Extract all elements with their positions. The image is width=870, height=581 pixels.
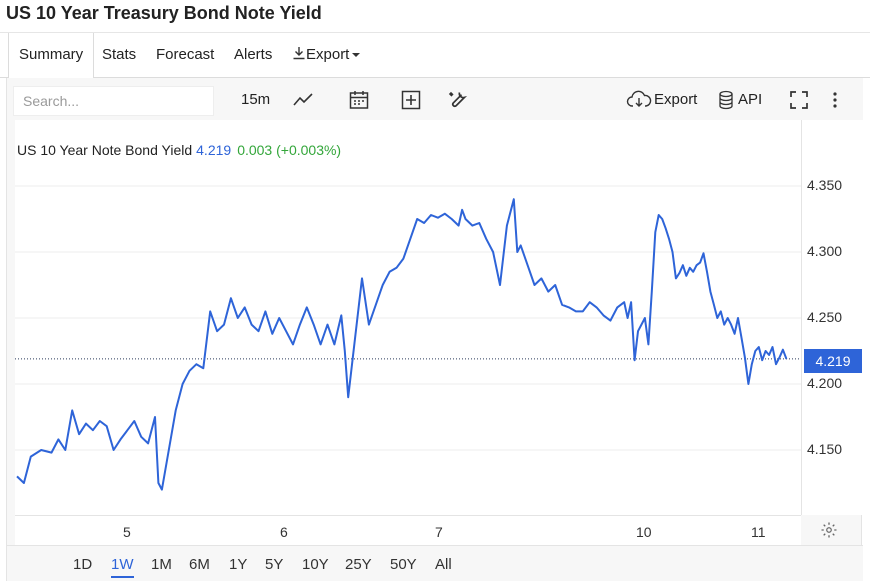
tab-label: Export [306,46,350,63]
calendar-icon[interactable] [347,88,371,112]
legend-series-name: US 10 Year Note Bond Yield [17,142,193,158]
x-tick-label: 10 [636,524,652,540]
range-button-25y[interactable]: 25Y [345,556,372,573]
add-indicator-icon[interactable] [399,88,423,112]
series-line [16,198,788,491]
download-icon [293,47,305,60]
more-options-icon[interactable] [823,88,847,112]
tab-bar: Summary Stats Forecast Alerts Export [0,32,870,80]
range-button-50y[interactable]: 50Y [390,556,417,573]
tab-label: Summary [19,46,84,63]
interval-selector[interactable]: 15m [241,91,271,108]
x-tick-label: 7 [435,524,443,540]
tab-alerts[interactable]: Alerts [234,33,272,79]
caret-down-icon [352,53,361,58]
range-button-1d[interactable]: 1D [73,556,93,573]
range-button-5y[interactable]: 5Y [265,556,284,573]
database-icon [719,90,733,110]
range-button-6m[interactable]: 6M [189,556,210,573]
tab-summary[interactable]: Summary [8,33,95,80]
legend-value: 4.219 [196,142,232,158]
plot-area[interactable] [15,120,801,515]
wrench-icon[interactable] [445,88,469,112]
y-tick-label: 4.250 [807,309,843,325]
x-tick-label: 6 [280,524,288,540]
range-button-10y[interactable]: 10Y [302,556,329,573]
y-tick-label: 4.300 [807,243,843,259]
page-title: US 10 Year Treasury Bond Note Yield [6,3,322,23]
range-button-1m[interactable]: 1M [151,556,172,573]
settings-gear-icon[interactable] [820,521,838,539]
range-button-1w[interactable]: 1W [111,556,134,578]
x-tick-label: 5 [123,524,131,540]
api-button[interactable]: API [738,91,763,108]
chart-toolbar: 15m Export API [7,78,863,120]
range-button-all[interactable]: All [435,556,452,573]
range-button-1y[interactable]: 1Y [229,556,248,573]
fullscreen-icon[interactable] [787,88,811,112]
export-button[interactable]: Export [654,91,698,108]
tab-stats[interactable]: Stats [102,33,136,79]
chart-legend: US 10 Year Note Bond Yield 4.219 0.003 (+0… [17,142,341,158]
y-tick-label: 4.150 [807,441,843,457]
search-input[interactable] [13,86,214,116]
legend-change: 0.003 (+0.003%) [237,142,342,158]
tab-export[interactable]: Export [292,33,361,79]
price-chart [15,185,801,491]
tab-label: Alerts [234,46,273,63]
tab-forecast[interactable]: Forecast [156,33,214,79]
current-price-badge: 4.219 [804,349,862,373]
line-chart-icon[interactable] [291,88,315,112]
tab-label: Stats [102,46,137,63]
range-selector: 1D 1W 1M 6M 1Y 5Y 10Y 25Y 50Y All [7,545,863,581]
chart-panel: 15m Export API US 10 Year Note Bond Yiel… [6,78,863,581]
cloud-download-icon [626,90,652,107]
y-tick-label: 4.350 [807,177,843,193]
x-tick-label: 11 [751,524,766,540]
y-axis [801,120,863,515]
y-tick-label: 4.200 [807,375,843,391]
tab-label: Forecast [156,46,215,63]
x-axis [15,515,801,545]
